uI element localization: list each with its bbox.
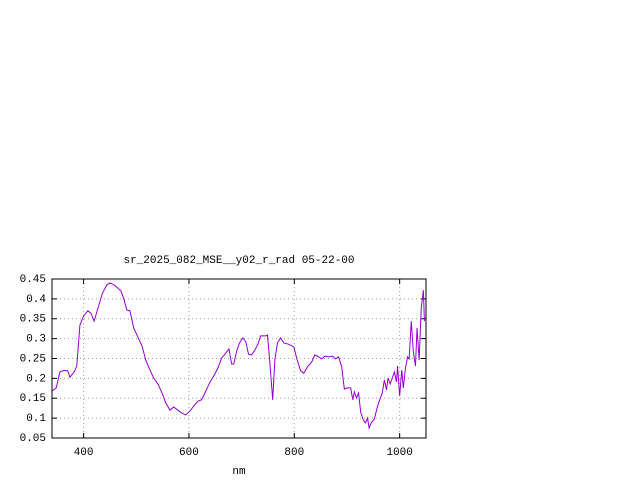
y-tick-label: 0.05	[20, 433, 46, 445]
y-tick-label: 0.4	[26, 294, 46, 306]
x-tick-label: 1000	[386, 447, 412, 459]
data-line	[51, 282, 425, 430]
x-tick-label: 800	[284, 447, 304, 459]
y-tick-label: 0.35	[20, 314, 46, 326]
x-tick-label: 600	[179, 447, 199, 459]
y-tick-label: 0.15	[20, 393, 46, 405]
x-tick-label: 400	[74, 447, 94, 459]
y-tick-label: 0.2	[26, 373, 46, 385]
chart-title: sr_2025_082_MSE__y02_r_rad 05-22-00	[123, 255, 354, 267]
plot-border	[51, 278, 427, 439]
x-axis-label: nm	[232, 466, 246, 478]
y-tick-label: 0.3	[26, 334, 46, 346]
y-tick-label: 0.1	[26, 413, 46, 425]
y-tick-label: 0.45	[20, 274, 46, 286]
y-tick-label: 0.25	[20, 353, 46, 365]
